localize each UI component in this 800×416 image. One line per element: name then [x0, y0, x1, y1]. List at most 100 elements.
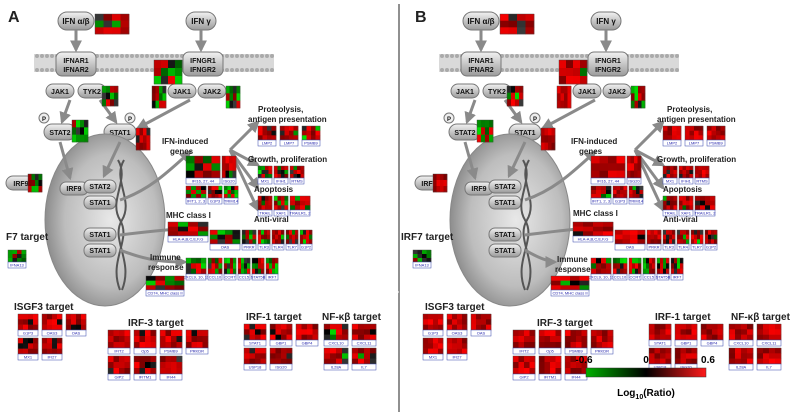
svg-text:IFN α/β: IFN α/β	[467, 17, 494, 26]
svg-text:TYK2: TYK2	[83, 89, 101, 96]
gene-label: STAT5B	[251, 275, 266, 280]
gene-label: XAF1	[276, 211, 287, 216]
heatmap-cell: TRAIL	[662, 195, 678, 217]
cat-antiviral: Anti-viral	[663, 215, 698, 224]
gene-label: CCR7	[225, 275, 237, 280]
heatmaps: LMP2 LMP7 PSMB9 IFI16, 27, 44 ISG20 IFIT1, 2,…	[7, 13, 377, 381]
gene-label: LMP7	[689, 141, 700, 146]
gene-label: G1P3	[23, 331, 34, 336]
heatmap-cell: IFIT2	[107, 329, 131, 355]
heatmap-cell: G1P2	[704, 229, 718, 251]
gene-label: STAT1	[249, 341, 262, 346]
heatmap-cell: CD74, MHC class II	[145, 275, 185, 297]
heatmap-cell: IL7	[756, 347, 782, 371]
svg-text:IFNGR1: IFNGR1	[595, 58, 621, 65]
gene-label: PRKDR	[595, 349, 609, 354]
heatmap-cell: IFNA13	[7, 249, 27, 269]
group-isgf3: ISGF3 target	[425, 302, 485, 313]
svg-text:STAT1: STAT1	[514, 130, 535, 137]
receptor-heatmap	[94, 13, 130, 35]
heatmap-cell: IFI27	[446, 337, 468, 361]
gene-label: PSMB9	[569, 349, 583, 354]
svg-text:IFN γ: IFN γ	[191, 17, 211, 26]
heatmap-cell: TLR4	[676, 229, 690, 251]
heatmap-cell: CCL5	[237, 257, 251, 281]
gene-label: CXCL9, 10, 11	[183, 275, 210, 280]
heatmap-cell: STAT5B	[656, 257, 671, 281]
receptor-heatmap	[506, 85, 524, 107]
cat-growth: Growth, proliferation	[657, 155, 736, 164]
gene-label: IFITM1	[139, 375, 152, 380]
gene-label: TLR7	[692, 245, 703, 250]
receptor-heatmap	[432, 173, 448, 193]
cat-response: response	[148, 263, 184, 272]
heatmap-cell: IFIT1, 2, 3	[185, 185, 207, 205]
heatmap-cell: IFIH1	[678, 165, 694, 185]
gene-label: IFNA13	[10, 263, 24, 268]
receptor-ifngr: IFNGR1 IFNGR2	[182, 51, 224, 77]
gene-label: IFITM1	[544, 375, 557, 380]
gene-label: TLR3	[259, 245, 270, 250]
phospho-1: P	[443, 112, 455, 124]
svg-text:P: P	[42, 117, 46, 123]
heatmap-cell: G1P3	[612, 185, 628, 205]
heatmap-cell: GIP2	[512, 355, 536, 381]
gene-label: IFI27	[452, 355, 462, 360]
heatmap-cell: IRF7	[265, 257, 279, 281]
heatmap-cell: TRIM14	[223, 185, 239, 205]
cat-apoptosis: Apoptosis	[254, 185, 294, 194]
heatmap-cell: PSMB9	[301, 125, 321, 147]
heatmap-cell: GBP1	[269, 323, 293, 347]
gene-label: XAF1	[681, 211, 692, 216]
svg-text:IFNGR1: IFNGR1	[190, 58, 216, 65]
kinase-tyk2: TYK2	[482, 83, 512, 99]
kinase-jak1-b: JAK1	[572, 83, 602, 99]
heatmap-cell: G1P3	[422, 313, 444, 337]
cat-genes: genes	[579, 147, 603, 156]
ligand-ifn-ab: IFN α/β	[57, 11, 95, 31]
heatmap-cell: STAT5B	[251, 257, 266, 281]
gene-label: GBP1	[681, 341, 692, 346]
svg-text:P: P	[533, 117, 537, 123]
svg-text:STAT2: STAT2	[49, 130, 70, 137]
cat-proteolysis: Proteolysis,	[258, 105, 303, 114]
heatmap-cell: RTMS	[694, 165, 710, 185]
cat-immune: Immune	[557, 255, 588, 264]
gene-label: GBP4	[707, 341, 718, 346]
heatmap-cell: Op5	[133, 329, 157, 355]
gene-label: IL28A	[331, 365, 342, 370]
gene-label: PRKR	[648, 245, 659, 250]
receptor-heatmap	[151, 85, 167, 109]
heatmap-cell: ISG20	[221, 155, 237, 185]
gene-label: IL7	[361, 365, 367, 370]
heatmap-cell: MX1	[17, 337, 39, 361]
heatmap-cell: IFI16, 27, 44	[185, 155, 221, 185]
gene-label: G1P3	[615, 199, 626, 204]
gene-label: TRAILR1, 2	[290, 211, 312, 216]
heatmap-cell: LMP7	[684, 125, 704, 147]
ligand-ifn-ab: IFN α/β	[462, 11, 500, 31]
gene-label: USP18	[654, 365, 667, 370]
ligand-ifn-g: IFN γ	[185, 11, 217, 31]
heatmap-cell: CXCL9, 10, 11	[588, 257, 615, 281]
cat-response: response	[555, 265, 591, 274]
heatmap-cell: MX1	[257, 165, 273, 185]
heatmap-cell: GIP2	[107, 355, 131, 381]
heatmap-cell: IRF7	[670, 257, 684, 281]
svg-text:STAT2: STAT2	[494, 184, 515, 191]
receptor-heatmap	[101, 85, 119, 107]
heatmap-cell: CCL10	[612, 257, 628, 281]
group-irf3: IRF-3 target	[537, 318, 593, 329]
kinase-jak2: JAK2	[602, 83, 632, 99]
svg-text:IFNAR2: IFNAR2	[468, 67, 493, 74]
gene-label: MX1	[666, 179, 675, 184]
heatmap-cell: OAS	[470, 313, 492, 337]
heatmap-cell: CCR7	[223, 257, 237, 281]
receptor-ifnar: IFNAR1 IFNAR2	[55, 51, 97, 77]
heatmap-cell: HLA-A,B,C,E,F,G	[167, 221, 209, 243]
heatmap-cell: PRKDR	[590, 329, 614, 355]
cat-ifn-induced: IFN-induced	[571, 137, 617, 146]
nuc-stat1-b: STAT1	[488, 227, 522, 242]
heatmap-cell: MX1	[662, 165, 678, 185]
nucleus	[449, 133, 571, 307]
